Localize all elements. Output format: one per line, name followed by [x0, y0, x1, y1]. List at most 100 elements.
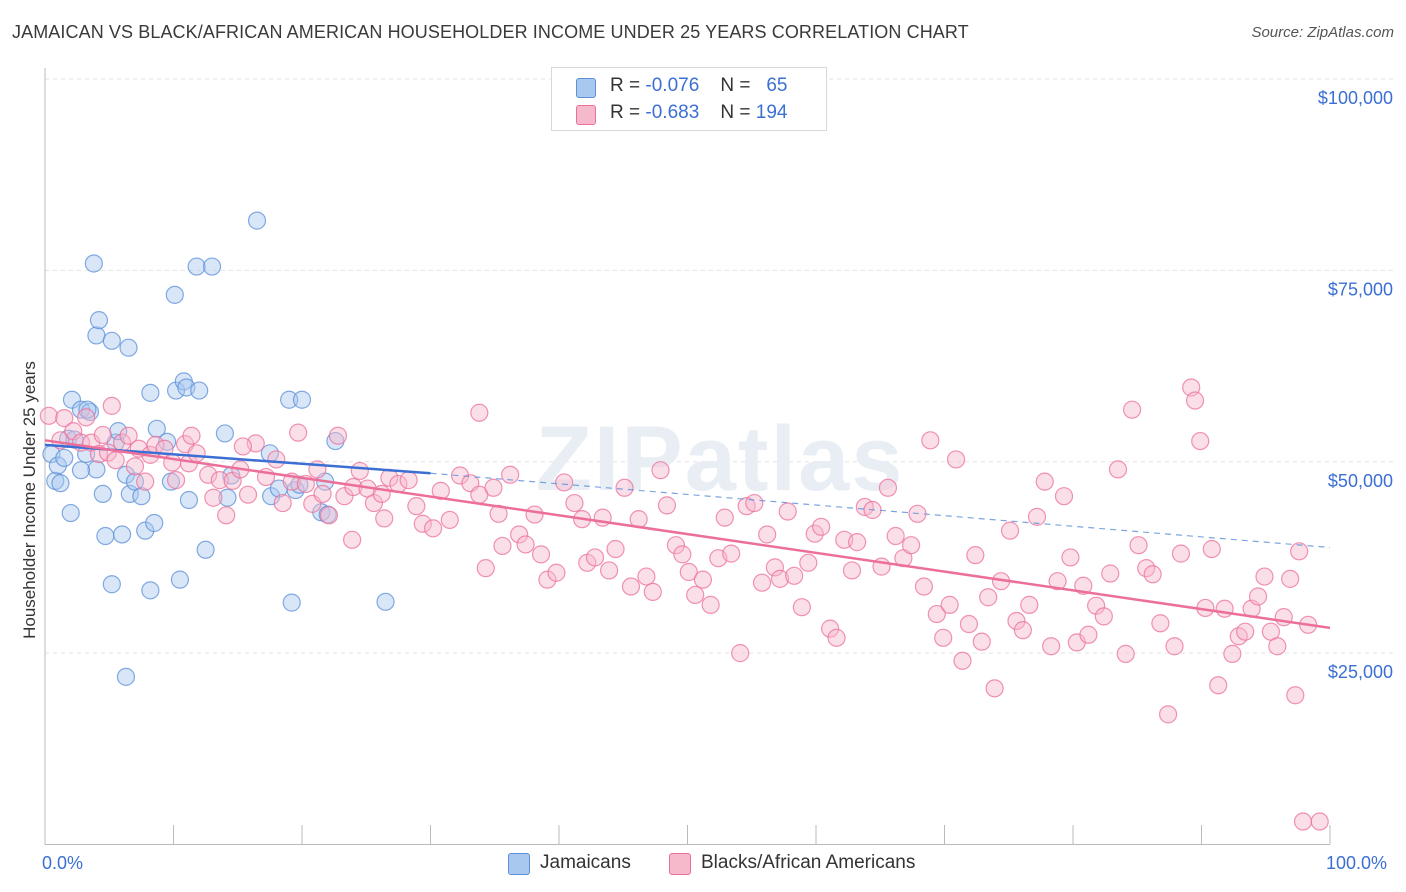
blacks-point [1248, 587, 1268, 606]
blacks-point [470, 403, 489, 422]
blacks-point [785, 566, 804, 585]
blacks-point [651, 461, 670, 480]
legend-text-blacks: R = -0.683 N = 194 [610, 102, 787, 124]
y-axis-label: Householder Income Under 25 years [20, 361, 39, 639]
blacks-point [136, 472, 155, 491]
blacks-point [93, 425, 112, 445]
jamaicans-point [179, 490, 199, 510]
blacks-point [953, 651, 972, 670]
jamaicans-point [55, 448, 74, 468]
blacks-point [484, 478, 503, 497]
blacks-point [1310, 812, 1329, 831]
y-tick-label: $75,000 [1328, 279, 1393, 299]
blacks-point [125, 457, 145, 476]
blacks-point [1061, 548, 1080, 567]
blacks-point [1191, 431, 1210, 451]
blacks-point [657, 496, 677, 515]
blacks-point [679, 562, 698, 582]
blacks-point [812, 517, 831, 536]
blacks-point [1281, 569, 1300, 588]
jamaicans-point [89, 311, 109, 330]
y-tick-label: $25,000 [1328, 662, 1393, 682]
blacks-point [407, 497, 426, 516]
jamaicans-point [87, 460, 106, 479]
blacks-point [966, 546, 985, 565]
jamaicans-point [102, 575, 121, 594]
jamaicans-point [318, 505, 337, 524]
blacks-point [886, 526, 905, 546]
blacks-point [940, 595, 959, 614]
blacks-point [666, 536, 686, 555]
blacks-point [319, 506, 339, 525]
blacks-point [946, 450, 966, 469]
blacks-point [273, 493, 292, 513]
legend-n-value: 65 [766, 75, 788, 96]
blacks-point [187, 444, 206, 463]
watermark: ZIPatlas [536, 408, 905, 510]
blacks-point [1079, 625, 1098, 644]
blacks-point [1223, 644, 1242, 663]
jamaicans-point [141, 383, 160, 402]
jamaicans-point [165, 285, 184, 304]
blacks-point [1020, 595, 1039, 614]
blacks-point [827, 628, 846, 647]
jamaicans-point [102, 331, 121, 350]
blacks-point [745, 493, 764, 513]
blacks-point [450, 466, 470, 485]
blacks-point [1094, 607, 1113, 626]
blacks-point [701, 595, 720, 614]
blacks-point [1000, 521, 1020, 540]
blacks-point [1123, 400, 1142, 419]
blacks-point [476, 559, 495, 578]
legend-swatch-jamaicans [576, 78, 596, 98]
blacks-point [752, 573, 772, 592]
jamaicans-point [202, 257, 222, 276]
blacks-point [731, 644, 750, 663]
jamaicans-point [119, 338, 138, 357]
y-axis-label-wrap: Householder Income Under 25 years [18, 300, 42, 700]
legend-r-label: R = [610, 75, 641, 96]
blacks-point [1185, 391, 1205, 410]
blacks-point [106, 451, 125, 470]
blacks-point [1171, 544, 1191, 563]
blacks-point [621, 577, 641, 596]
jamaicans-trend-extension [430, 472, 1331, 549]
blacks-point [119, 426, 138, 445]
blacks-point [565, 493, 584, 513]
blacks-point [722, 544, 741, 563]
bottom-legend-swatch-blacks [669, 853, 691, 875]
blacks-point [758, 525, 777, 544]
blacks-point [1268, 637, 1287, 656]
legend-n-label: N = [720, 102, 751, 123]
blacks-point [375, 509, 394, 528]
blacks-point [1143, 565, 1162, 584]
points-layer [39, 211, 1329, 831]
blacks-point [289, 423, 308, 442]
y-tick-label: $50,000 [1328, 471, 1393, 491]
blacks-point [1202, 539, 1221, 559]
blacks-point [538, 570, 557, 589]
jamaicans-point [166, 381, 186, 400]
blacks-point [1286, 686, 1305, 705]
jamaicans-point [170, 570, 190, 589]
jamaicans-point [96, 526, 115, 546]
blacks-point [1151, 614, 1170, 633]
jamaicans-point [147, 419, 166, 438]
blacks-point [901, 536, 921, 555]
blacks-point [440, 510, 459, 530]
blacks-point [979, 588, 998, 607]
jamaicans-point [116, 667, 136, 686]
blacks-point [637, 567, 656, 586]
blacks-point [1129, 536, 1148, 555]
blacks-point [693, 570, 713, 589]
blacks-point [1236, 622, 1255, 641]
jamaicans-point [132, 487, 151, 506]
blacks-point [1290, 542, 1309, 561]
blacks-point [1165, 637, 1184, 656]
blacks-point [643, 582, 662, 601]
blacks-point [217, 506, 236, 525]
blacks-point [199, 465, 218, 484]
legend-n-value: 194 [755, 102, 788, 123]
blacks-point [525, 505, 544, 524]
